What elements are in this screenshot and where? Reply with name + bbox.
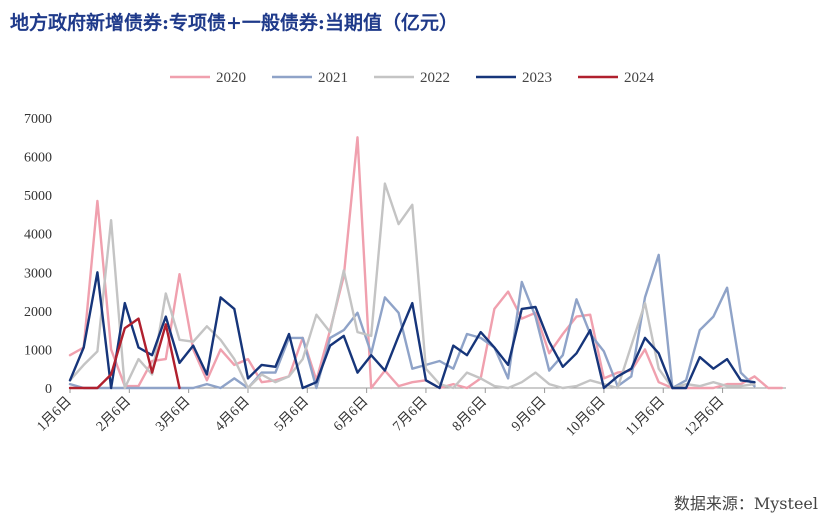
- legend-label-2022: 2022: [420, 70, 450, 86]
- series-line-2021: [68, 253, 756, 390]
- y-tick-label: 7000: [24, 112, 52, 127]
- chart-title: 地方政府新增债券:专项债+一般债券:当期值（亿元）: [10, 12, 458, 34]
- legend-label-2020: 2020: [216, 70, 246, 86]
- x-tick-label: 7月6日: [390, 394, 431, 435]
- series-line-2022: [68, 182, 756, 390]
- y-tick-label: 3000: [24, 266, 52, 281]
- series-line-2023: [68, 271, 756, 390]
- y-tick-label: 0: [45, 382, 52, 397]
- x-tick-label: 6月6日: [330, 394, 371, 435]
- legend: 2020 2021 2022 2023 2024: [170, 70, 655, 86]
- x-tick-label: 2月6日: [93, 394, 134, 435]
- x-tick-label: 12月6日: [681, 394, 727, 440]
- x-tick-label: 1月6日: [34, 394, 75, 435]
- legend-label-2023: 2023: [522, 70, 552, 86]
- x-tick-label: 4月6日: [212, 394, 253, 435]
- series-line-2024: [68, 317, 181, 390]
- y-axis: 0 1000 2000 3000 4000 5000 6000 7000: [24, 112, 52, 397]
- x-axis: 1月6日 2月6日 3月6日 4月6日 5月6日 6月6日 7月6日 8月6日 9月6日 10月6…: [34, 387, 786, 440]
- y-tick-label: 4000: [24, 228, 52, 243]
- x-tick-label: 3月6日: [152, 394, 193, 435]
- series-lines: [68, 136, 784, 390]
- x-tick-label: 9月6日: [508, 394, 549, 435]
- x-tick-label: 10月6日: [563, 394, 609, 440]
- x-tick-label: 8月6日: [449, 394, 490, 435]
- y-tick-label: 5000: [24, 189, 52, 204]
- data-source: 数据来源：Mysteel: [673, 494, 818, 513]
- x-tick-label: 11月6日: [622, 394, 668, 440]
- y-tick-label: 1000: [24, 343, 52, 358]
- y-tick-label: 2000: [24, 305, 52, 320]
- x-tick-label: 5月6日: [271, 394, 312, 435]
- legend-label-2021: 2021: [318, 70, 348, 86]
- y-tick-label: 6000: [24, 151, 52, 166]
- legend-label-2024: 2024: [624, 70, 655, 86]
